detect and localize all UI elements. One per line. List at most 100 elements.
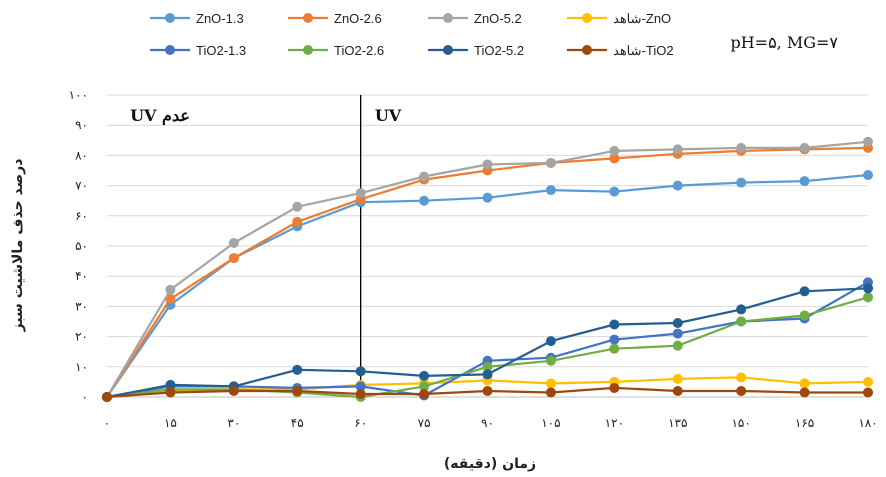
data-point: [355, 381, 366, 392]
data-point: [672, 340, 683, 351]
x-tick-label: ۷۵: [418, 416, 431, 430]
data-point: [672, 180, 683, 191]
y-axis-label: درصد حذف مالاشیت سبز: [10, 159, 26, 333]
data-point: [863, 170, 873, 181]
legend-swatch-marker: [165, 13, 175, 23]
data-point: [609, 334, 620, 345]
legend-label: ZnO-1.3: [196, 11, 244, 26]
condition-label: pH=۵, MG=۷: [730, 33, 838, 52]
y-tick-label: ۰: [82, 390, 88, 404]
data-point: [292, 385, 303, 396]
x-tick-label: ۰: [104, 416, 110, 430]
data-point: [672, 385, 683, 396]
legend-item: ZnO-2.6: [288, 11, 382, 26]
x-tick-label: ۱۲۰: [605, 416, 624, 430]
data-point: [482, 159, 493, 170]
y-tick-label: ۹۰: [75, 118, 88, 132]
x-tick-label: ۹۰: [481, 416, 494, 430]
annotations: عدم UV UV: [130, 106, 402, 126]
legend-item: شاهد-TiO2: [567, 43, 674, 58]
y-tick-label: ۴۰: [75, 269, 88, 283]
data-point: [799, 142, 810, 153]
legend: ZnO-1.3 ZnO-2.6 ZnO-5.2 شاهد-ZnO TiO2-1.3 TiO…: [150, 11, 674, 58]
data-point: [355, 188, 366, 199]
data-point: [482, 192, 493, 203]
legend-label: شاهد-ZnO: [613, 11, 671, 26]
data-point: [863, 387, 873, 398]
data-point: [736, 316, 747, 327]
legend-swatch-marker: [165, 45, 175, 55]
data-point: [736, 304, 747, 315]
legend-swatch-marker: [303, 13, 313, 23]
x-tick-labels: ۰ ۱۵ ۳۰ ۴۵ ۶۰ ۷۵ ۹۰ ۱۰۵ ۱۲۰ ۱۳۵ ۱۵۰ ۱۶۵ ۱۸۰: [104, 416, 878, 430]
data-point: [228, 385, 239, 396]
y-tick-label: ۱۰۰: [69, 88, 88, 102]
data-point: [672, 144, 683, 155]
data-point: [609, 382, 620, 393]
x-tick-label: ۱۵۰: [731, 416, 750, 430]
legend-label: ZnO-5.2: [474, 11, 522, 26]
x-tick-label: ۱۶۵: [795, 416, 814, 430]
data-point: [545, 387, 556, 398]
annotation-no-uv: عدم UV: [130, 106, 190, 126]
annotation-uv: UV: [375, 106, 402, 125]
data-point: [228, 237, 239, 248]
x-tick-label: ۱۵: [164, 416, 177, 430]
data-point: [419, 195, 430, 206]
data-point: [292, 201, 303, 212]
data-point: [799, 286, 810, 297]
data-point: [799, 378, 810, 389]
legend-item: TiO2-2.6: [288, 43, 384, 58]
gridlines: [107, 94, 868, 398]
data-point: [165, 284, 176, 295]
data-point: [482, 361, 493, 372]
data-point: [736, 177, 747, 188]
series-group: [102, 136, 873, 402]
legend-item: ZnO-1.3: [150, 11, 244, 26]
data-point: [672, 373, 683, 384]
data-point: [736, 142, 747, 153]
legend-swatch-marker: [582, 13, 592, 23]
x-tick-label: ۱۸۰: [858, 416, 877, 430]
y-tick-label: ۵۰: [75, 239, 88, 253]
data-point: [165, 387, 176, 398]
data-point: [419, 370, 430, 381]
data-point: [672, 328, 683, 339]
legend-item: شاهد-ZnO: [567, 11, 671, 26]
legend-label: شاهد-TiO2: [613, 43, 674, 58]
data-point: [799, 176, 810, 187]
data-point: [545, 157, 556, 168]
legend-item: TiO2-1.3: [150, 43, 246, 58]
legend-swatch-marker: [443, 13, 453, 23]
data-point: [419, 388, 430, 399]
y-tick-label: ۲۰: [75, 330, 88, 344]
data-point: [609, 145, 620, 156]
x-tick-label: ۳۰: [227, 416, 240, 430]
data-point: [863, 283, 873, 294]
data-point: [545, 355, 556, 366]
data-point: [863, 292, 873, 303]
data-point: [799, 310, 810, 321]
legend-label: TiO2-2.6: [334, 43, 384, 58]
y-tick-label: ۱۰: [75, 360, 88, 374]
legend-item: ZnO-5.2: [428, 11, 522, 26]
legend-label: ZnO-2.6: [334, 11, 382, 26]
data-point: [545, 378, 556, 389]
legend-swatch-marker: [443, 45, 453, 55]
data-point: [165, 379, 176, 390]
data-point: [672, 318, 683, 329]
legend-swatch-marker: [582, 45, 592, 55]
data-point: [102, 392, 112, 402]
x-axis-label: زمان (دقیقه): [444, 456, 536, 472]
y-tick-label: ۷۰: [75, 179, 88, 193]
data-point: [165, 293, 176, 304]
legend-label: TiO2-1.3: [196, 43, 246, 58]
data-point: [419, 171, 430, 182]
legend-item: TiO2-5.2: [428, 43, 524, 58]
data-point: [355, 388, 366, 399]
x-tick-label: ۱۳۵: [668, 416, 687, 430]
data-point: [482, 369, 493, 380]
data-point: [545, 185, 556, 196]
data-point: [863, 376, 873, 387]
